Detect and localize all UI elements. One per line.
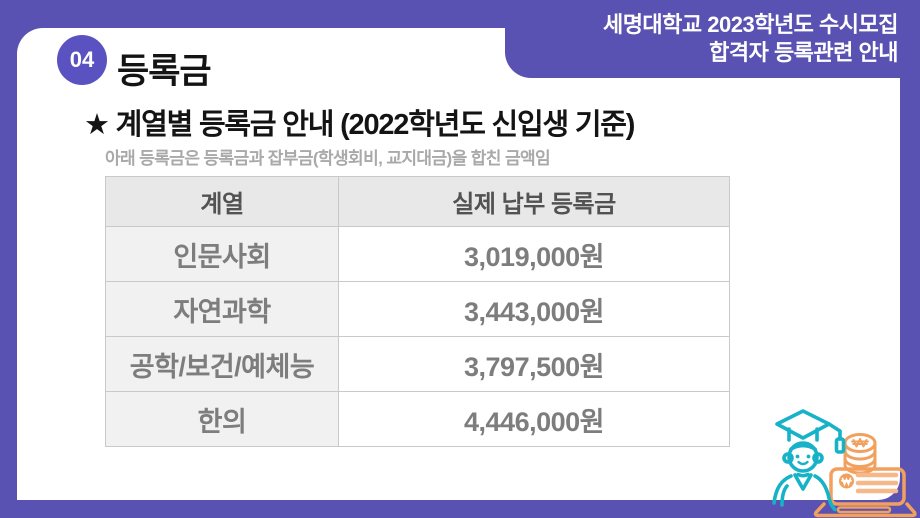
graduate-coins-laptop-illustration [772, 409, 917, 518]
coin-stack-icon [843, 433, 877, 475]
section-number-badge: 04 [57, 35, 107, 85]
section-number: 04 [69, 47, 95, 72]
won-symbol-icon [841, 477, 852, 487]
amount-cell: 3,443,000원 [338, 281, 730, 337]
graduate-student-icon [772, 409, 846, 512]
table-row: 자연과학 3,443,000원 [105, 281, 730, 337]
amount-cell: 3,019,000원 [338, 226, 730, 282]
banner-line-2: 합격자 등록관련 안내 [709, 40, 898, 65]
section-title: 등록금 [117, 52, 212, 91]
page-heading: ★ 계열별 등록금 안내 (2022학년도 신입생 기준) [84, 109, 635, 141]
face-eyes [795, 454, 811, 459]
tuition-table: 계열 실제 납부 등록금 인문사회 3,019,000원 자연과학 3,443,… [105, 176, 730, 447]
column-header-amount: 실제 납부 등록금 [338, 176, 730, 227]
category-cell: 자연과학 [105, 281, 339, 337]
laptop-icon [813, 467, 917, 518]
category-cell: 공학/보건/예체능 [105, 336, 339, 392]
amount-cell: 4,446,000원 [338, 391, 730, 447]
header-banner: 세명대학교 2023학년도 수시모집 합격자 등록관련 안내 [505, 0, 920, 78]
category-cell: 한의 [105, 391, 339, 447]
table-row: 공학/보건/예체능 3,797,500원 [105, 336, 730, 392]
table-header-row: 계열 실제 납부 등록금 [105, 176, 730, 227]
tuition-note: 아래 등록금은 등록금과 잡부금(학생회비, 교지대금)을 합친 금액임 [105, 149, 551, 168]
column-header-category: 계열 [105, 176, 339, 227]
amount-cell: 3,797,500원 [338, 336, 730, 392]
face-smile [797, 460, 809, 466]
table-row: 한의 4,446,000원 [105, 391, 730, 447]
table-row: 인문사회 3,019,000원 [105, 226, 730, 282]
banner-line-1: 세명대학교 2023학년도 수시모집 [602, 12, 899, 37]
category-cell: 인문사회 [105, 226, 339, 282]
screen-text-lines [855, 472, 899, 494]
